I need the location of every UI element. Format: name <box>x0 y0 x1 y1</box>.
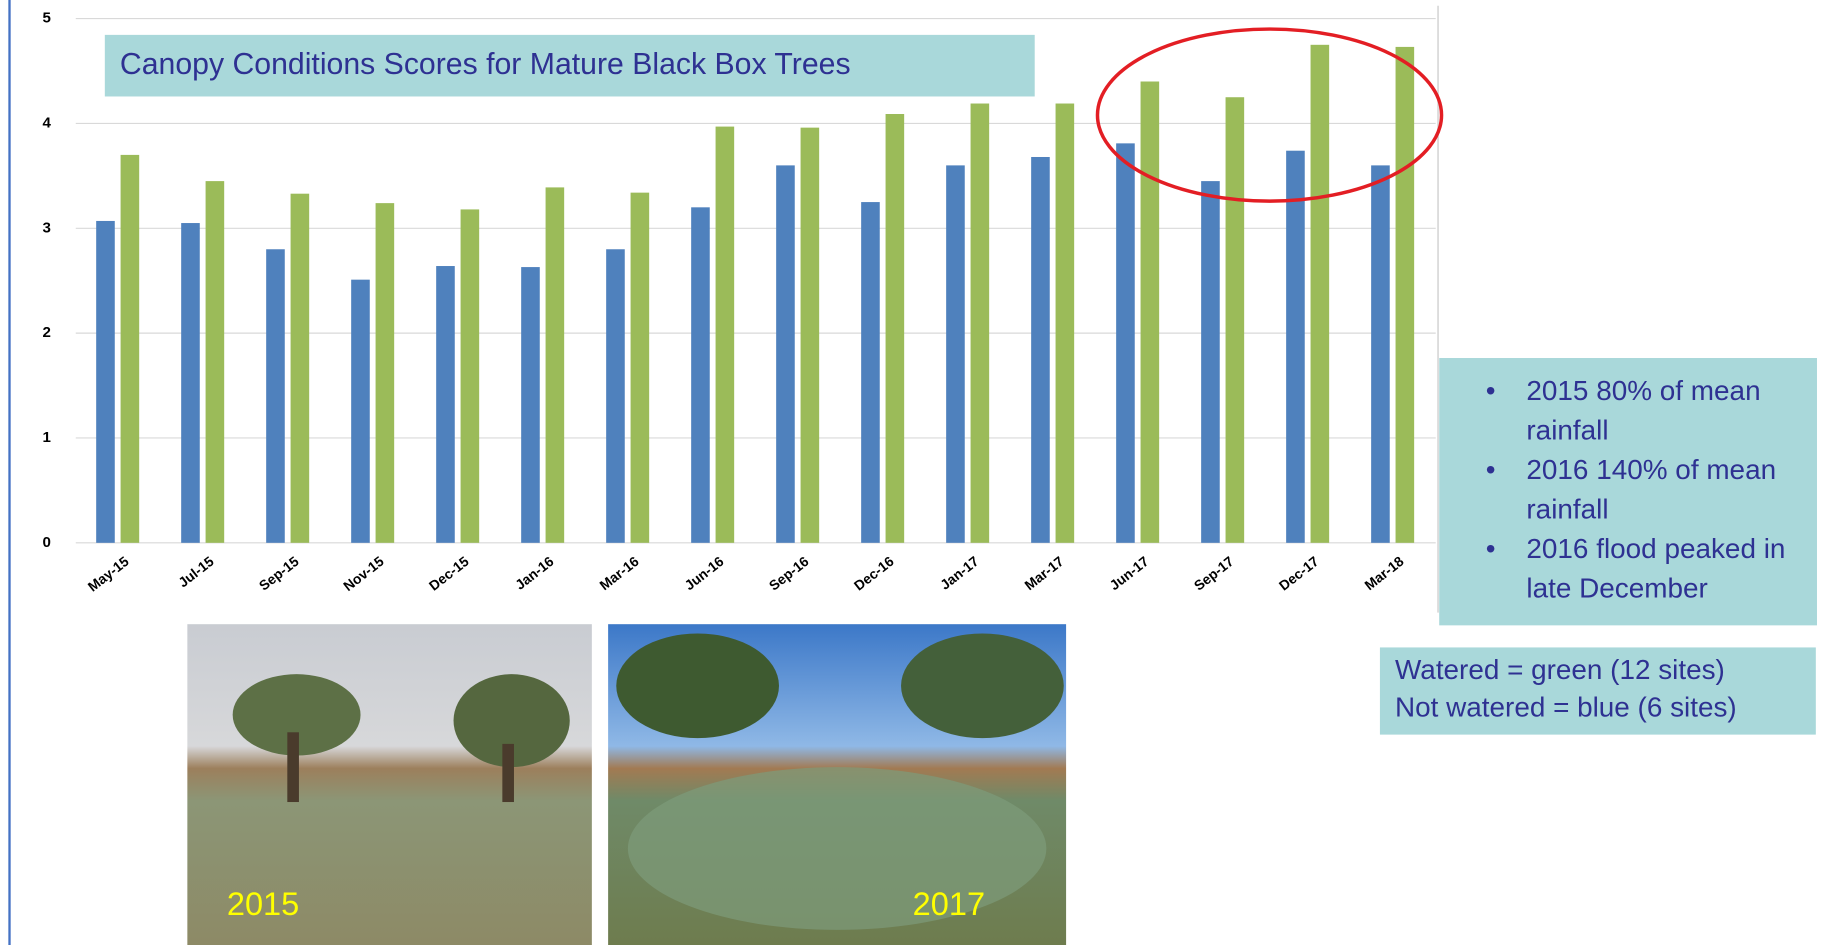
bar <box>1201 181 1220 543</box>
bar <box>1286 151 1305 543</box>
bar <box>606 249 625 543</box>
bar <box>181 223 200 543</box>
bar <box>971 104 990 543</box>
x-tick-label: Jul-15 <box>175 553 217 591</box>
y-tick-label: 3 <box>42 219 50 236</box>
slide: 0 1 2 3 4 5 May-15 Jul-15 Sep-15 Nov-15 Dec-15 Jan-… <box>0 0 1823 945</box>
photo: 2015 <box>187 624 592 945</box>
bar <box>436 266 455 543</box>
photo-caption: 2017 <box>913 886 985 922</box>
x-tick-label: Dec-17 <box>1276 553 1322 594</box>
bar <box>1031 157 1050 543</box>
x-tick-label: Mar-18 <box>1361 553 1406 593</box>
tree-trunk <box>287 732 299 802</box>
bar <box>291 194 310 543</box>
chart-title: Canopy Conditions Scores for Mature Blac… <box>120 48 851 81</box>
x-tick-label: Mar-17 <box>1021 553 1066 593</box>
chart: 0 1 2 3 4 5 May-15 Jul-15 Sep-15 Nov-15 Dec-15 Jan-… <box>42 10 1435 595</box>
bar <box>1141 82 1160 543</box>
bar <box>546 187 565 542</box>
note-item: 2016 140% of mean rainfall <box>1486 451 1817 530</box>
x-tick-label: May-15 <box>85 553 132 595</box>
y-tick-label: 2 <box>42 324 50 341</box>
tree-trunk <box>502 744 514 802</box>
bar <box>716 127 735 543</box>
bar <box>1116 143 1135 542</box>
x-tick-label: Dec-16 <box>851 553 897 594</box>
x-tick-label: Sep-15 <box>256 553 302 594</box>
tree <box>901 633 1064 738</box>
bar <box>861 202 880 543</box>
bar <box>376 203 395 543</box>
note-item: 2015 80% of mean rainfall <box>1486 372 1817 451</box>
bar <box>886 114 905 543</box>
bar <box>121 155 140 543</box>
y-tick-label: 4 <box>42 114 51 131</box>
bar <box>1056 104 1075 543</box>
bar <box>1226 97 1245 543</box>
bar <box>776 165 795 542</box>
bar <box>691 207 710 543</box>
note-item: 2016 flood peaked in late December <box>1486 530 1817 609</box>
bar <box>266 249 285 543</box>
x-tick-label: Jun-16 <box>681 553 726 593</box>
photo: 2017 <box>608 624 1066 945</box>
bar <box>631 193 650 543</box>
x-tick-label: Jan-16 <box>512 553 557 593</box>
bar <box>946 165 965 542</box>
x-tick-label: Sep-16 <box>766 553 812 594</box>
x-tick-label: Sep-17 <box>1191 553 1237 594</box>
bar <box>521 267 540 543</box>
y-tick-label: 1 <box>42 429 50 446</box>
bar <box>801 128 820 543</box>
bar <box>351 280 370 543</box>
legend-text: Watered = green (12 sites) <box>1395 654 1725 685</box>
notes: 2015 80% of mean rainfall2016 140% of me… <box>1439 358 1817 625</box>
bar <box>96 221 115 543</box>
bar <box>1371 165 1390 542</box>
bar <box>1311 45 1330 543</box>
tree <box>616 633 779 738</box>
y-tick-label: 5 <box>42 10 50 27</box>
x-tick-label: Mar-16 <box>596 553 641 593</box>
bar <box>1396 47 1415 543</box>
x-tick-label: Jun-17 <box>1106 553 1151 593</box>
y-tick-label: 0 <box>42 534 50 551</box>
bar <box>461 209 480 542</box>
photo-caption: 2015 <box>227 886 299 922</box>
legend-text: Not watered = blue (6 sites) <box>1395 691 1737 722</box>
x-tick-label: Nov-15 <box>340 553 387 594</box>
bar <box>206 181 225 543</box>
notes-list: 2015 80% of mean rainfall2016 140% of me… <box>1439 358 1817 609</box>
x-tick-label: Dec-15 <box>426 553 472 594</box>
x-tick-label: Jan-17 <box>937 553 982 593</box>
